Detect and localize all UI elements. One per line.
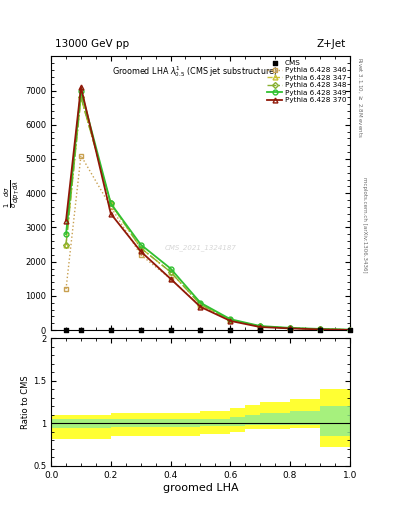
Pythia 6.428 347: [347, 327, 352, 333]
Pythia 6.428 346: [198, 303, 203, 309]
Pythia 6.428 349: [347, 327, 352, 333]
Pythia 6.428 348: [318, 326, 322, 332]
Pythia 6.428 347: [318, 326, 322, 332]
Pythia 6.428 370: [138, 248, 143, 254]
CMS: [108, 326, 114, 334]
Pythia 6.428 346: [258, 324, 263, 330]
X-axis label: groomed LHA: groomed LHA: [163, 482, 238, 493]
CMS: [167, 326, 174, 334]
Pythia 6.428 348: [64, 242, 68, 248]
Pythia 6.428 347: [258, 323, 263, 329]
Pythia 6.428 349: [64, 231, 68, 238]
Pythia 6.428 349: [168, 265, 173, 271]
Pythia 6.428 346: [79, 153, 83, 159]
Pythia 6.428 349: [108, 200, 113, 206]
Pythia 6.428 349: [288, 325, 292, 331]
Line: Pythia 6.428 348: Pythia 6.428 348: [64, 95, 352, 332]
Pythia 6.428 347: [108, 200, 113, 206]
CMS: [197, 326, 204, 334]
Pythia 6.428 346: [138, 252, 143, 258]
Pythia 6.428 370: [228, 318, 233, 324]
Pythia 6.428 346: [288, 325, 292, 331]
Pythia 6.428 349: [79, 88, 83, 94]
Line: Pythia 6.428 349: Pythia 6.428 349: [64, 88, 352, 332]
Pythia 6.428 370: [79, 84, 83, 90]
Pythia 6.428 347: [64, 242, 68, 248]
Pythia 6.428 349: [198, 300, 203, 306]
Line: Pythia 6.428 347: Pythia 6.428 347: [64, 95, 352, 332]
Text: Groomed LHA $\lambda^{1}_{0.5}$ (CMS jet substructure): Groomed LHA $\lambda^{1}_{0.5}$ (CMS jet…: [112, 65, 277, 79]
Pythia 6.428 348: [138, 245, 143, 251]
Pythia 6.428 346: [108, 204, 113, 210]
Pythia 6.428 348: [168, 269, 173, 275]
Pythia 6.428 370: [64, 218, 68, 224]
CMS: [63, 326, 69, 334]
Pythia 6.428 348: [347, 327, 352, 333]
CMS: [257, 326, 263, 334]
Pythia 6.428 347: [79, 94, 83, 100]
CMS: [317, 326, 323, 334]
Pythia 6.428 346: [347, 327, 352, 333]
Pythia 6.428 348: [198, 302, 203, 308]
Legend: CMS, Pythia 6.428 346, Pythia 6.428 347, Pythia 6.428 348, Pythia 6.428 349, Pyt: CMS, Pythia 6.428 346, Pythia 6.428 347,…: [266, 58, 347, 105]
Text: 13000 GeV pp: 13000 GeV pp: [55, 38, 129, 49]
Pythia 6.428 349: [318, 326, 322, 332]
Pythia 6.428 348: [79, 94, 83, 100]
CMS: [138, 326, 144, 334]
Pythia 6.428 370: [288, 325, 292, 331]
Pythia 6.428 348: [228, 317, 233, 323]
Text: Z+Jet: Z+Jet: [317, 38, 346, 49]
Pythia 6.428 370: [168, 275, 173, 282]
CMS: [287, 326, 293, 334]
Pythia 6.428 347: [168, 269, 173, 275]
Pythia 6.428 349: [258, 323, 263, 329]
Pythia 6.428 347: [138, 245, 143, 251]
Y-axis label: Ratio to CMS: Ratio to CMS: [21, 375, 30, 429]
Pythia 6.428 346: [228, 317, 233, 323]
Pythia 6.428 370: [198, 304, 203, 310]
CMS: [347, 326, 353, 334]
Pythia 6.428 349: [228, 316, 233, 322]
Line: Pythia 6.428 370: Pythia 6.428 370: [64, 84, 352, 332]
Pythia 6.428 346: [64, 286, 68, 292]
Line: Pythia 6.428 346: Pythia 6.428 346: [64, 153, 352, 332]
Pythia 6.428 347: [288, 325, 292, 331]
Pythia 6.428 370: [318, 326, 322, 332]
CMS: [78, 326, 84, 334]
Pythia 6.428 346: [318, 326, 322, 332]
Pythia 6.428 347: [198, 302, 203, 308]
Pythia 6.428 370: [258, 324, 263, 330]
Pythia 6.428 346: [168, 275, 173, 282]
Pythia 6.428 370: [347, 327, 352, 333]
Pythia 6.428 348: [288, 325, 292, 331]
Text: Rivet 3.1.10, $\geq$ 2.8M events: Rivet 3.1.10, $\geq$ 2.8M events: [356, 57, 363, 138]
Pythia 6.428 348: [108, 200, 113, 206]
Pythia 6.428 370: [108, 210, 113, 217]
Y-axis label: $\frac{1}{\sigma} \frac{d\sigma}{d p_T\, d\lambda}$: $\frac{1}{\sigma} \frac{d\sigma}{d p_T\,…: [3, 179, 22, 208]
Pythia 6.428 348: [258, 323, 263, 329]
Text: mcplots.cern.ch [arXiv:1306.3436]: mcplots.cern.ch [arXiv:1306.3436]: [362, 177, 367, 273]
CMS: [227, 326, 233, 334]
Text: CMS_2021_1324187: CMS_2021_1324187: [165, 245, 236, 251]
Pythia 6.428 347: [228, 317, 233, 323]
Pythia 6.428 349: [138, 242, 143, 248]
